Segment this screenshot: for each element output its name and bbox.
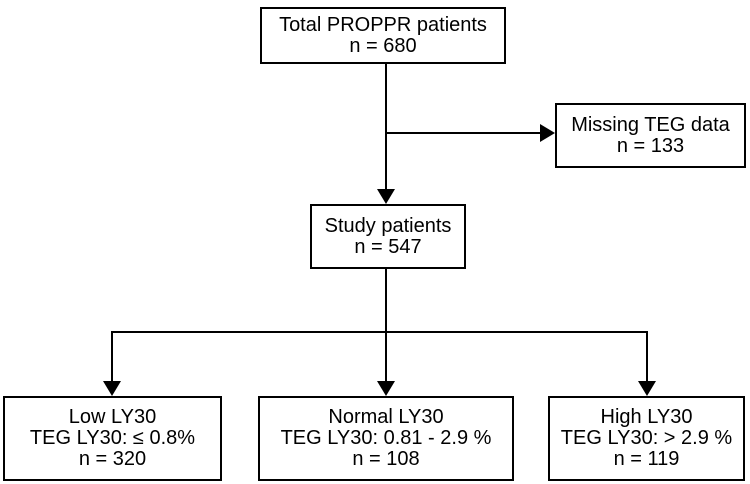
node-total-count: n = 680 [349,34,417,57]
node-total-line1: Total PROPPR patients [279,13,487,36]
node-normal-title: Normal LY30 [328,406,444,428]
connector-branch-rail [111,331,648,333]
arrowhead-into-study-icon [377,189,395,204]
node-normal-range: TEG LY30: 0.81 - 2.9 % [280,427,492,449]
node-missing-teg-data: Missing TEG data n = 133 [555,103,746,168]
node-total-proppr-patients: Total PROPPR patients n = 680 [260,7,506,64]
node-low-ly30: Low LY30 TEG LY30: ≤ 0.8% n = 320 [3,396,222,481]
node-low-title: Low LY30 [68,406,157,428]
connector-rail-to-high [646,331,648,381]
connector-rail-to-low [111,331,113,381]
connector-study-to-branches [385,268,387,381]
node-study-patients: Study patients n = 547 [310,204,466,269]
node-missing-line1: Missing TEG data [571,113,730,136]
node-normal-ly30: Normal LY30 TEG LY30: 0.81 - 2.9 % n = 1… [258,396,514,481]
node-high-count: n = 119 [613,448,680,470]
connector-total-to-study [385,63,387,190]
node-high-ly30: High LY30 TEG LY30: > 2.9 % n = 119 [548,396,745,481]
node-missing-count: n = 133 [616,134,685,157]
arrowhead-into-high-icon [638,381,656,396]
node-high-range: TEG LY30: > 2.9 % [560,427,733,449]
node-low-count: n = 320 [78,448,147,470]
node-study-count: n = 547 [354,235,422,258]
node-low-range: TEG LY30: ≤ 0.8% [29,427,196,449]
connector-to-missing [386,132,541,134]
arrowhead-into-missing-icon [540,124,555,142]
node-study-line1: Study patients [324,214,452,237]
arrowhead-into-low-icon [103,381,121,396]
node-high-title: High LY30 [600,406,693,428]
arrowhead-into-normal-icon [377,381,395,396]
node-normal-count: n = 108 [352,448,420,470]
